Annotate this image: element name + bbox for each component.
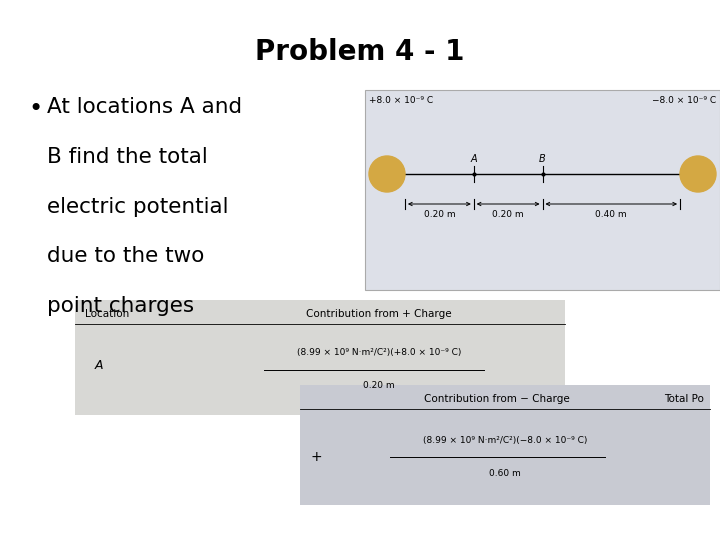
Text: 0.20 m: 0.20 m (492, 210, 524, 219)
Bar (300, 385, 710, 505)
Bar (75, 300, 565, 415)
Text: (8.99 × 10⁹ N·m²/C²)(−8.0 × 10⁻⁹ C): (8.99 × 10⁹ N·m²/C²)(−8.0 × 10⁻⁹ C) (423, 436, 588, 445)
Text: due to the two: due to the two (47, 246, 204, 266)
Text: Problem 4 - 1: Problem 4 - 1 (256, 38, 464, 66)
Text: −8.0 × 10⁻⁹ C: −8.0 × 10⁻⁹ C (652, 96, 716, 105)
Text: (8.99 × 10⁹ N·m²/C²)(+8.0 × 10⁻⁹ C): (8.99 × 10⁹ N·m²/C²)(+8.0 × 10⁻⁹ C) (297, 348, 461, 357)
Text: Location: Location (85, 309, 130, 319)
Text: At locations A and: At locations A and (47, 97, 242, 117)
Text: 0.40 m: 0.40 m (595, 210, 627, 219)
Text: Contribution from + Charge: Contribution from + Charge (306, 309, 451, 319)
Text: A: A (470, 154, 477, 164)
Text: 0.20 m: 0.20 m (423, 210, 455, 219)
Text: 0.60 m: 0.60 m (489, 469, 521, 478)
Bar (365, 90, 720, 290)
Text: Total Po: Total Po (664, 394, 704, 404)
Text: 0.20 m: 0.20 m (363, 381, 395, 390)
Circle shape (680, 156, 716, 192)
Text: point charges: point charges (47, 296, 194, 316)
Text: +: + (310, 450, 322, 464)
Circle shape (369, 156, 405, 192)
Text: Contribution from − Charge: Contribution from − Charge (424, 394, 570, 404)
Text: electric potential: electric potential (47, 197, 228, 217)
Text: •: • (29, 97, 43, 121)
Text: B: B (539, 154, 546, 164)
Text: A: A (95, 359, 104, 372)
Text: +8.0 × 10⁻⁹ C: +8.0 × 10⁻⁹ C (369, 96, 433, 105)
Text: =+240 V: =+240 V (718, 448, 720, 467)
Text: B find the total: B find the total (47, 147, 207, 167)
